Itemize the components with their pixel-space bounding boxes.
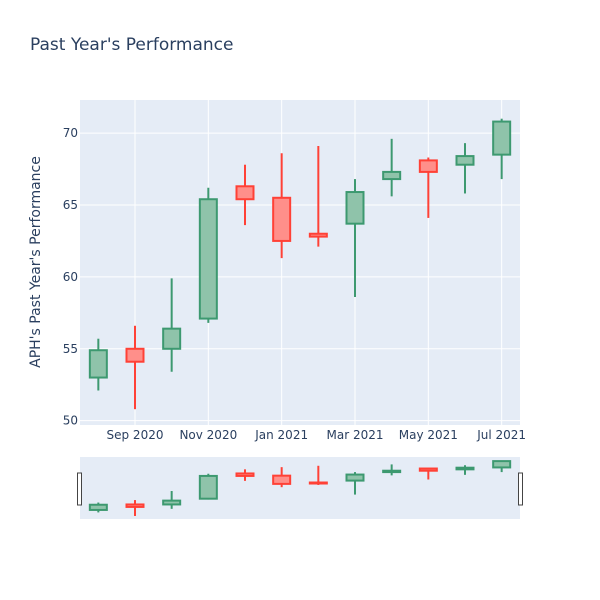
candle-body [382, 469, 402, 474]
candle-body [492, 120, 512, 156]
candle-body [418, 159, 438, 173]
candle [418, 467, 438, 480]
y-tick-label: 50 [63, 414, 78, 428]
candle [345, 472, 365, 495]
candle-body [455, 155, 475, 166]
candle [235, 469, 255, 481]
candle [492, 460, 512, 473]
x-tick-label: May 2021 [399, 428, 458, 442]
candle-body [382, 170, 402, 181]
candle-body [235, 185, 255, 201]
candle [455, 465, 475, 475]
candle-body [308, 481, 328, 485]
candle [162, 491, 182, 509]
y-axis-ticks: 50 55 60 65 70 [63, 126, 78, 428]
x-tick-label: Jul 2021 [476, 428, 526, 442]
candle-body [198, 198, 218, 320]
candles [88, 118, 512, 410]
candle [198, 187, 218, 323]
range-slider-right-handle[interactable] [518, 472, 523, 506]
candle-body [492, 460, 512, 469]
y-tick-label: 55 [63, 342, 78, 356]
candle [88, 502, 108, 513]
candle-body [88, 503, 108, 511]
x-tick-label: Jan 2021 [254, 428, 308, 442]
candle [198, 473, 218, 500]
candle-body [198, 474, 218, 500]
candle-body [455, 466, 475, 471]
main-plot-area [80, 100, 520, 425]
candle-body [162, 327, 182, 350]
candle [272, 467, 292, 488]
candle-body [272, 474, 292, 485]
candle-body [345, 191, 365, 225]
candle [455, 143, 475, 194]
candle [492, 118, 512, 180]
candle-body [272, 196, 292, 242]
candle [162, 278, 182, 372]
range-slider-area[interactable] [80, 457, 520, 519]
candle [125, 325, 145, 410]
candle-body [418, 467, 438, 472]
candle-body [88, 349, 108, 379]
y-tick-label: 65 [63, 198, 78, 212]
candle [345, 179, 365, 298]
candle-body [125, 347, 145, 363]
x-tick-label: Sep 2020 [107, 428, 164, 442]
candle-body [235, 472, 255, 477]
candle [382, 464, 402, 476]
candle [308, 146, 328, 247]
range-slider-candles [88, 460, 512, 516]
range-slider-left-handle[interactable] [77, 472, 82, 506]
x-tick-label: Nov 2020 [179, 428, 237, 442]
y-axis-label: APH's Past Year's Performance [28, 156, 44, 368]
candle [418, 157, 438, 218]
y-tick-label: 60 [63, 270, 78, 284]
candle [382, 138, 402, 197]
candle-body [162, 499, 182, 506]
x-tick-label: Mar 2021 [327, 428, 384, 442]
candle-body [125, 503, 145, 508]
y-tick-label: 70 [63, 126, 78, 140]
candle [125, 500, 145, 516]
candle-body [345, 473, 365, 482]
candle [88, 338, 108, 391]
chart-title: Past Year's Performance [30, 35, 234, 55]
x-axis-ticks: Sep 2020 Nov 2020 Jan 2021 Mar 2021 May 2021… [107, 428, 527, 442]
candle-body [308, 232, 328, 238]
candle [272, 153, 292, 259]
candle [235, 164, 255, 226]
candle [308, 465, 328, 485]
